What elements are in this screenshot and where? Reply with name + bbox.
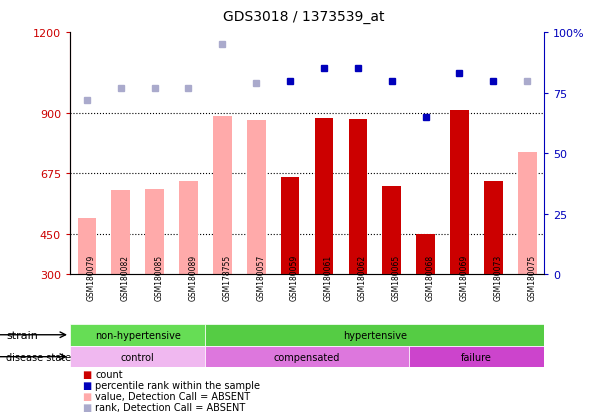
Bar: [416, 234, 435, 275]
Text: GSM180065: GSM180065: [392, 254, 401, 300]
Text: ■: ■: [82, 402, 91, 412]
Bar: [70, 346, 206, 368]
Text: GSM180082: GSM180082: [121, 254, 130, 300]
Bar: [70, 324, 206, 346]
Text: GSM180075: GSM180075: [527, 254, 536, 300]
Text: value, Detection Call = ABSENT: value, Detection Call = ABSENT: [95, 391, 250, 401]
Text: rank, Detection Call = ABSENT: rank, Detection Call = ABSENT: [95, 402, 246, 412]
Text: GSM180062: GSM180062: [358, 254, 367, 300]
Bar: [315, 119, 333, 275]
Text: GSM180073: GSM180073: [493, 254, 502, 300]
Text: compensated: compensated: [274, 352, 340, 362]
Text: percentile rank within the sample: percentile rank within the sample: [95, 380, 260, 390]
Text: ■: ■: [82, 369, 91, 379]
Bar: [111, 190, 130, 275]
Text: count: count: [95, 369, 123, 379]
Text: ■: ■: [82, 380, 91, 390]
Text: GSM180085: GSM180085: [154, 254, 164, 300]
Bar: [518, 152, 536, 275]
Bar: [348, 119, 367, 275]
Bar: [247, 120, 266, 275]
Text: GSM178755: GSM178755: [223, 254, 232, 300]
Text: hypertensive: hypertensive: [343, 330, 407, 340]
Bar: [145, 189, 164, 275]
Bar: [206, 324, 544, 346]
Text: disease state: disease state: [6, 352, 71, 362]
Text: GSM180069: GSM180069: [460, 254, 469, 300]
Bar: [281, 178, 299, 275]
Text: strain: strain: [6, 330, 38, 340]
Bar: [206, 346, 409, 368]
Bar: [179, 181, 198, 275]
Text: GSM180079: GSM180079: [87, 254, 96, 300]
Bar: [213, 116, 232, 275]
Text: ■: ■: [82, 391, 91, 401]
Bar: [450, 111, 469, 275]
Bar: [382, 186, 401, 275]
Bar: [409, 346, 544, 368]
Text: non-hypertensive: non-hypertensive: [95, 330, 181, 340]
Text: GDS3018 / 1373539_at: GDS3018 / 1373539_at: [223, 10, 385, 24]
Text: GSM180089: GSM180089: [188, 254, 198, 300]
Text: GSM180059: GSM180059: [290, 254, 299, 300]
Text: failure: failure: [461, 352, 492, 362]
Text: GSM180068: GSM180068: [426, 254, 435, 300]
Text: GSM180057: GSM180057: [256, 254, 265, 300]
Bar: [78, 218, 96, 275]
Text: GSM180061: GSM180061: [324, 254, 333, 300]
Text: control: control: [121, 352, 154, 362]
Bar: [484, 181, 503, 275]
